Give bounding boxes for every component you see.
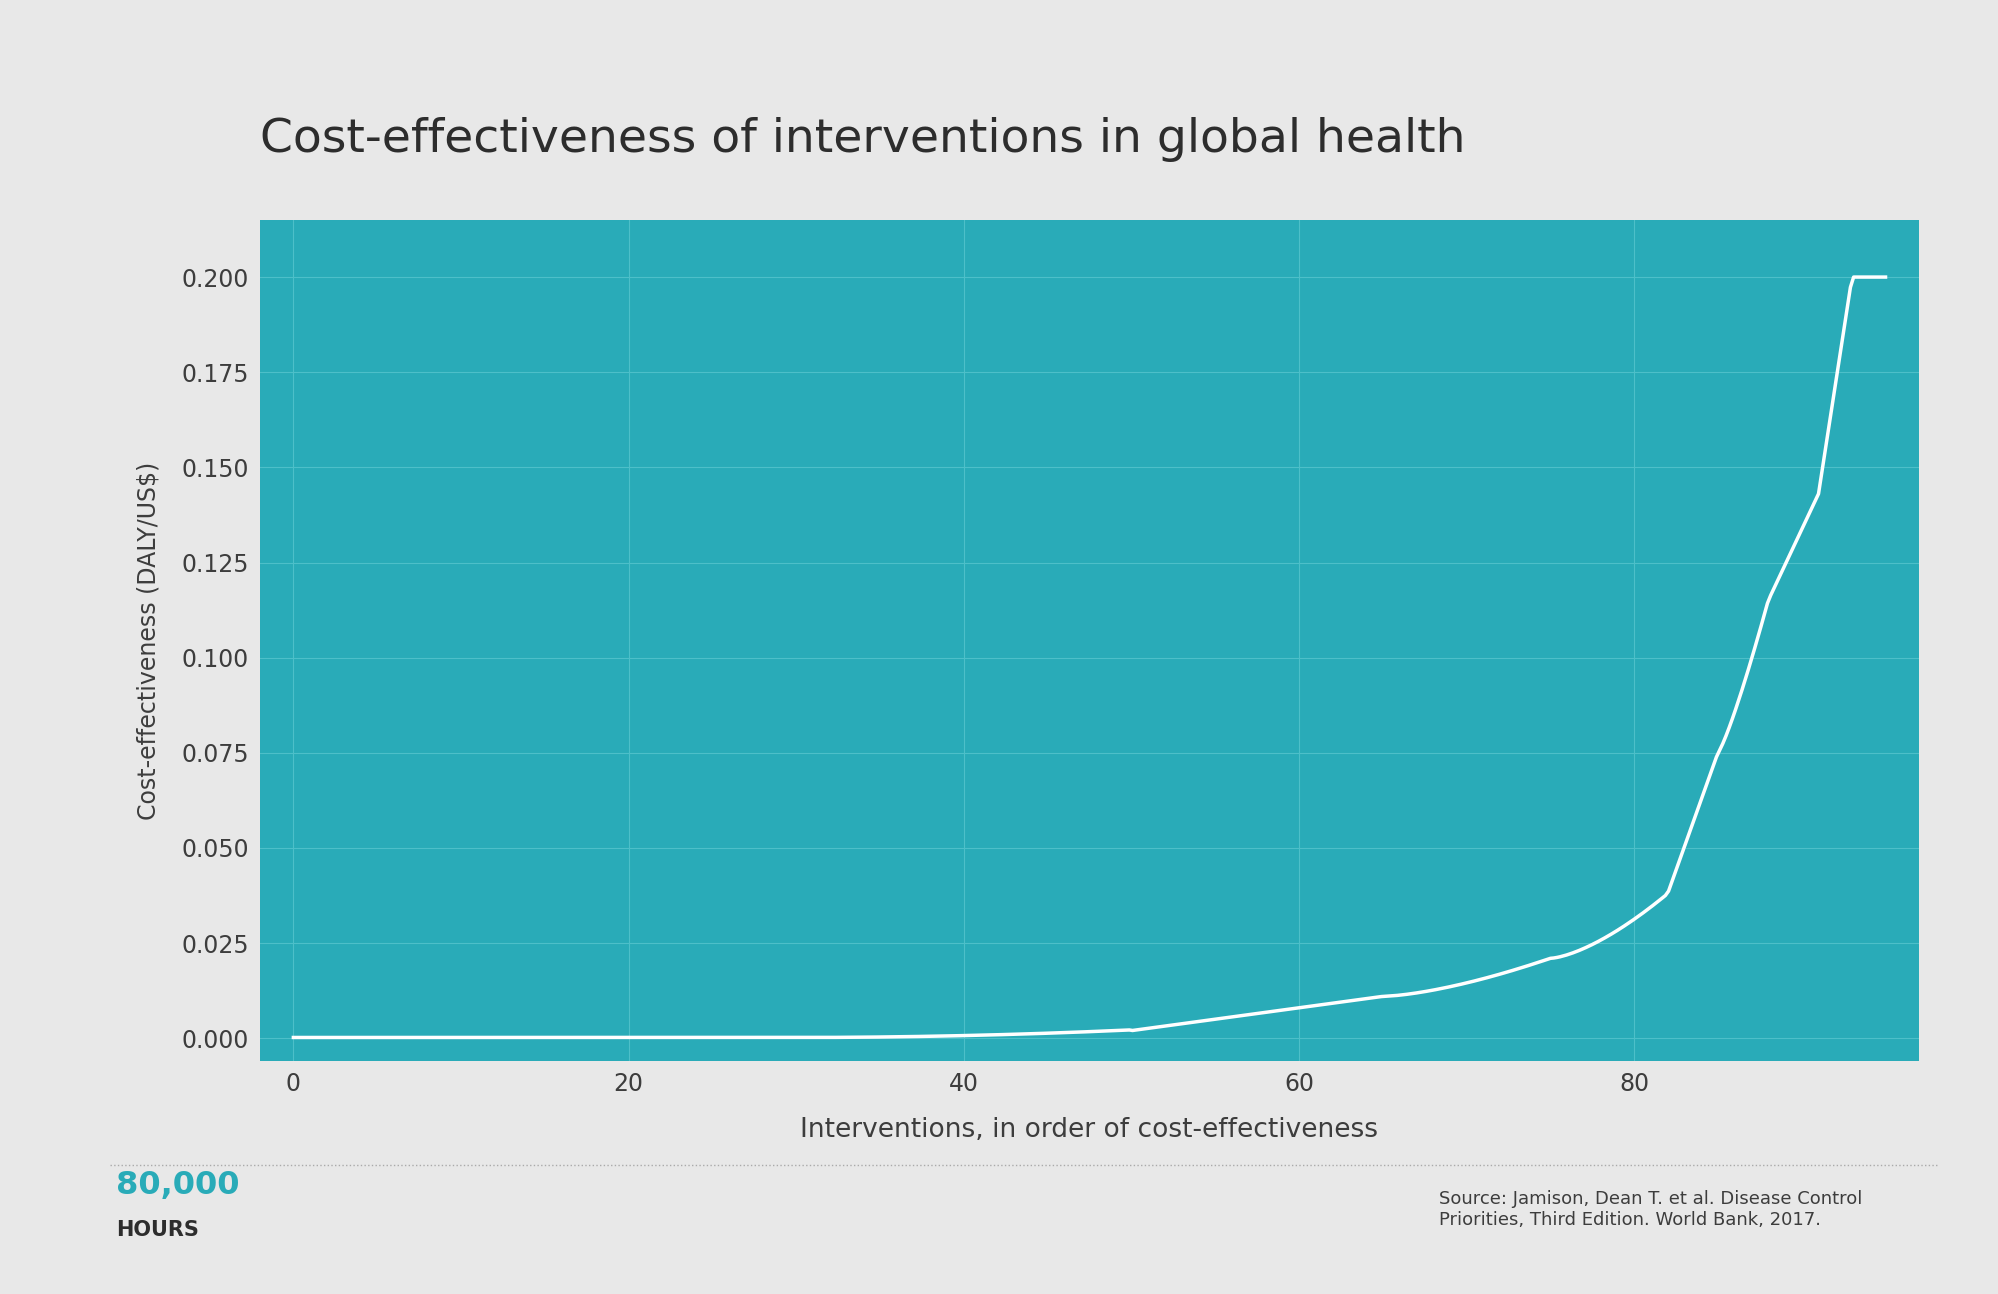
Text: 80,000: 80,000: [116, 1170, 240, 1201]
Text: Cost-effectiveness of interventions in global health: Cost-effectiveness of interventions in g…: [260, 116, 1465, 162]
X-axis label: Interventions, in order of cost-effectiveness: Interventions, in order of cost-effectiv…: [799, 1117, 1379, 1143]
Text: Source: Jamison, Dean T. et al. Disease Control
Priorities, Third Edition. World: Source: Jamison, Dean T. et al. Disease …: [1439, 1190, 1862, 1229]
Text: HOURS: HOURS: [116, 1220, 198, 1240]
Y-axis label: Cost-effectiveness (DALY/US$): Cost-effectiveness (DALY/US$): [136, 462, 160, 819]
